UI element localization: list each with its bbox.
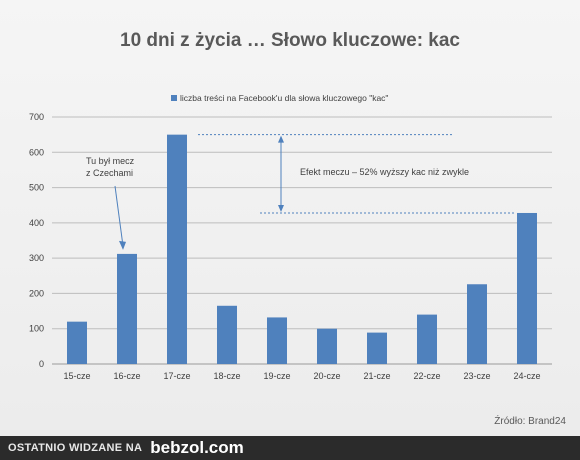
- y-tick-label: 300: [29, 253, 44, 263]
- x-tick-label: 15-cze: [63, 371, 90, 381]
- annotation-arrowhead: [119, 240, 126, 250]
- x-tick-label: 22-cze: [413, 371, 440, 381]
- x-tick-label: 21-cze: [363, 371, 390, 381]
- y-tick-label: 100: [29, 324, 44, 334]
- x-axis-ticks: 15-cze 16-cze 17-cze 18-cze 19-cze 20-cze 21-c…: [63, 371, 540, 381]
- footer-bar: OSTATNIO WIDZANE NA bebzol.com: [0, 436, 580, 460]
- annotation-effect: Efekt meczu – 52% wyższy kac niż zwykle: [300, 167, 469, 177]
- annotation-match-line2: z Czechami: [86, 168, 133, 178]
- difference-arrowhead-top: [278, 135, 284, 143]
- bar-19-cze: [267, 317, 287, 364]
- y-tick-label: 0: [39, 359, 44, 369]
- bar-17-cze: [167, 134, 187, 364]
- x-tick-label: 19-cze: [263, 371, 290, 381]
- x-tick-label: 18-cze: [213, 371, 240, 381]
- y-tick-label: 700: [29, 112, 44, 122]
- footer-text: OSTATNIO WIDZANE NA: [8, 442, 143, 454]
- bar-18-cze: [217, 305, 237, 364]
- bar-15-cze: [67, 321, 87, 364]
- annotation-match-line1: Tu był mecz: [86, 156, 135, 166]
- bar-chart: 0 100 200 300 400 500 600 700 15-cze 16-cze 17-cz…: [29, 93, 552, 381]
- bars: [67, 134, 537, 364]
- footer-brand-link[interactable]: bebzol.com: [150, 438, 244, 457]
- legend-swatch: [171, 95, 177, 101]
- difference-arrowhead-bottom: [278, 204, 284, 212]
- bar-23-cze: [467, 284, 487, 364]
- legend: liczba treści na Facebook'u dla słowa kl…: [171, 93, 388, 103]
- x-tick-label: 16-cze: [113, 371, 140, 381]
- y-tick-label: 600: [29, 147, 44, 157]
- legend-label: liczba treści na Facebook'u dla słowa kl…: [180, 93, 388, 103]
- bar-21-cze: [367, 332, 387, 364]
- x-tick-label: 24-cze: [513, 371, 540, 381]
- y-tick-label: 400: [29, 218, 44, 228]
- x-tick-label: 17-cze: [163, 371, 190, 381]
- bar-22-cze: [417, 314, 437, 364]
- chart-title: 10 dni z życia … Słowo kluczowe: kac: [120, 30, 460, 51]
- chart-area: 10 dni z życia … Słowo kluczowe: kac 0 10…: [0, 0, 580, 436]
- bar-24-cze: [517, 212, 537, 364]
- y-axis-ticks: 0 100 200 300 400 500 600 700: [29, 112, 44, 369]
- source-label: Źródło: Brand24: [494, 416, 566, 427]
- y-tick-label: 200: [29, 288, 44, 298]
- annotations: Tu był mecz z Czechami Efekt meczu – 52%…: [86, 134, 515, 250]
- y-tick-label: 500: [29, 183, 44, 193]
- x-tick-label: 20-cze: [313, 371, 340, 381]
- bar-20-cze: [317, 328, 337, 364]
- x-tick-label: 23-cze: [463, 371, 490, 381]
- bar-16-cze: [117, 253, 137, 364]
- annotation-arrow-line: [114, 185, 124, 246]
